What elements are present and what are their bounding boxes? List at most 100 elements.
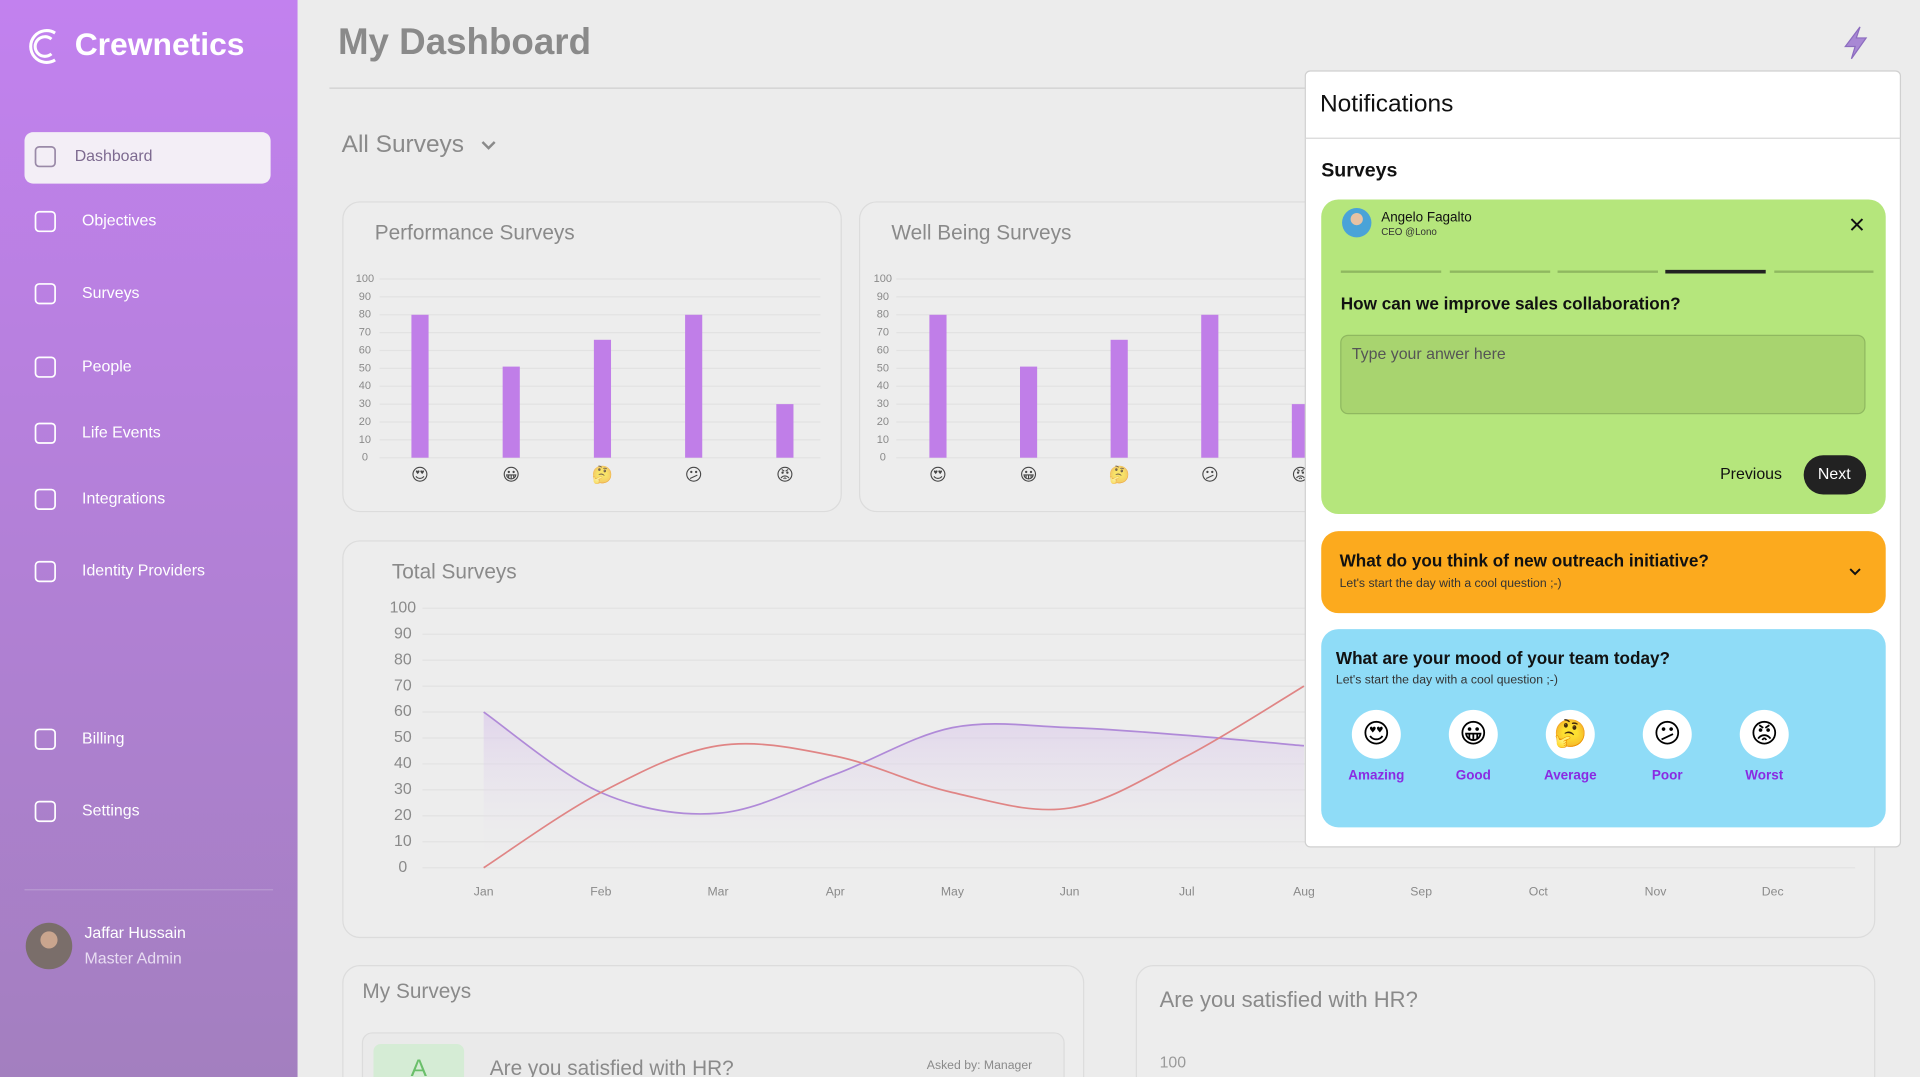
y-tick-label: 80	[359, 309, 371, 321]
x-tick-label: 😍	[411, 465, 429, 485]
mood-button[interactable]	[1739, 709, 1789, 759]
x-tick-label: Nov	[1645, 884, 1668, 898]
mood-label: Average	[1544, 767, 1597, 782]
subtitle: Let's start the day with a cool question…	[1340, 576, 1562, 590]
survey-card[interactable]	[1321, 531, 1886, 614]
x-tick-label: Jan	[474, 884, 494, 898]
x-tick-label: Jun	[1060, 884, 1080, 898]
nav-item[interactable]: People	[82, 358, 132, 375]
survey-item[interactable]	[361, 1032, 1065, 1077]
mood-button[interactable]	[1448, 709, 1498, 759]
y-tick-label: 50	[877, 362, 889, 374]
y-tick-label: 70	[877, 327, 889, 339]
mood-button[interactable]	[1545, 709, 1595, 759]
filter[interactable]: All Surveys	[342, 131, 464, 158]
x-tick-label: Apr	[826, 884, 845, 898]
nav-item[interactable]: Identity Providers	[82, 563, 205, 580]
mood-button[interactable]	[1351, 709, 1401, 759]
mood-emoji: 😍	[1362, 719, 1390, 749]
nav-icon	[34, 422, 56, 444]
bar	[1020, 366, 1038, 458]
nav-icon	[34, 800, 56, 823]
y-tick-label: 0	[398, 859, 407, 876]
nav-item[interactable]: Billing	[82, 730, 124, 747]
bar	[1110, 339, 1128, 458]
x-tick-label: Aug	[1293, 884, 1315, 898]
mood-label: Good	[1456, 767, 1491, 782]
x-tick-label: Sep	[1410, 884, 1432, 898]
y-tick-label: 40	[394, 755, 412, 772]
y-tick-label: 0	[362, 452, 368, 464]
survey-question: Are you satisfied with HR?	[490, 1057, 734, 1077]
y-tick-label: 30	[877, 398, 889, 410]
answer-input[interactable]	[1340, 334, 1866, 415]
y-tick-label: 60	[877, 344, 889, 356]
y-tick-label: 90	[359, 291, 371, 303]
mood-label: Poor	[1652, 767, 1683, 782]
x-tick-label: 😕	[1201, 465, 1219, 485]
mood-button[interactable]	[1642, 709, 1692, 759]
mood-emoji: 😡	[1750, 719, 1778, 749]
x-tick-label: 😀	[1020, 465, 1038, 485]
area	[483, 712, 1304, 868]
previous-button[interactable]: Previous	[1720, 466, 1782, 483]
x-tick-label: May	[941, 884, 965, 898]
chart-title: Total Surveys	[392, 560, 517, 583]
y-tick-label: 100	[390, 599, 417, 616]
x-tick-label: Jul	[1179, 884, 1195, 898]
nav-item[interactable]: Integrations	[82, 491, 165, 508]
sender-role: CEO @Lono	[1381, 227, 1437, 238]
bolt-icon[interactable]	[1844, 26, 1868, 60]
mood-label: Worst	[1745, 767, 1783, 782]
bar	[411, 314, 429, 458]
notifications-title: Notifications	[1320, 91, 1453, 118]
my-surveys-title: My Surveys	[362, 980, 471, 1003]
chart-title: Well Being Surveys	[891, 221, 1071, 244]
bar	[776, 404, 794, 458]
nav-item[interactable]: Surveys	[82, 285, 140, 302]
nav-item[interactable]: Life Events	[82, 424, 161, 441]
x-tick-label: 😕	[685, 465, 703, 485]
y-tick-label: 90	[877, 291, 889, 303]
y-tick-label: 40	[877, 380, 889, 392]
y-tick-label: 30	[359, 398, 371, 410]
nav-item[interactable]: Dashboard	[75, 148, 153, 165]
y-tick-label: 20	[394, 807, 412, 824]
y-tick-label: 10	[394, 833, 412, 850]
chevron	[1849, 568, 1861, 576]
next-button[interactable]	[1803, 455, 1867, 495]
y-tick-label: 50	[394, 729, 412, 746]
line	[483, 685, 1305, 869]
subtitle: Let's start the day with a cool question…	[1336, 673, 1558, 687]
sender-face	[1350, 212, 1363, 226]
x-tick-label: 🤔	[592, 465, 613, 485]
mood-emoji: 😀	[1459, 719, 1487, 749]
nav-icon	[34, 283, 56, 305]
mood-emoji: 🤔	[1554, 719, 1588, 749]
survey-card	[1321, 629, 1886, 828]
y-tick-label: 70	[359, 327, 371, 339]
x-tick-label: Feb	[590, 884, 611, 898]
y-tick-label: 20	[359, 416, 371, 428]
nav-item[interactable]: Settings	[82, 803, 140, 820]
y-tick-label: 30	[394, 781, 412, 798]
nav-item[interactable]: Objectives	[82, 213, 156, 230]
line	[483, 711, 1305, 815]
y-tick-label: 50	[359, 362, 371, 374]
x-tick-label: 😍	[929, 465, 947, 485]
question: What do you think of new outreach initia…	[1340, 550, 1709, 570]
section-title: Surveys	[1321, 160, 1397, 182]
card	[1135, 965, 1876, 1077]
y-tick-label: 60	[394, 703, 412, 720]
sender-name: Angelo Fagalto	[1381, 209, 1472, 224]
avatar-face	[40, 931, 58, 949]
hr-title: Are you satisfied with HR?	[1160, 987, 1418, 1012]
bar	[929, 314, 947, 458]
y-tick-label: 90	[394, 625, 412, 642]
badge	[373, 1043, 465, 1077]
y-tick-label: 20	[877, 416, 889, 428]
nav-icon	[34, 728, 56, 750]
bar	[1201, 314, 1219, 458]
close-icon[interactable]	[1850, 218, 1864, 231]
